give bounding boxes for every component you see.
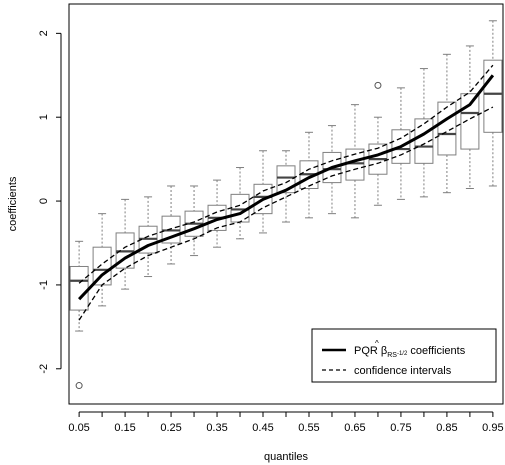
legend-entry-hat: ^ — [375, 339, 379, 348]
x-tick-label: 0.75 — [390, 422, 411, 434]
legend-entry-suffix: coefficients — [407, 345, 465, 357]
y-tick-label: -2 — [38, 364, 50, 374]
x-axis-label: quantiles — [264, 451, 309, 463]
x-axis: 0.05 0.15 0.25 0.35 0.45 0.55 0.65 0.75 0.85 0.95 — [68, 411, 504, 434]
lines-layer — [78, 64, 495, 321]
x-tick-label: 0.45 — [252, 422, 273, 434]
box-0.50 — [276, 150, 296, 223]
box-0.40 — [230, 167, 250, 240]
box-iqr — [460, 93, 480, 150]
box-0.70 — [368, 81, 388, 206]
y-axis-label: coefficients — [7, 176, 19, 231]
legend-entry-prefix: PQR — [354, 345, 381, 357]
box-0.30 — [184, 185, 204, 257]
legend-entry-coefficients: PQR βRS-1/2 coefficients — [354, 345, 466, 359]
legend-box — [311, 328, 497, 383]
legend-entry-confidence: confidence intervals — [354, 365, 452, 377]
x-tick-label: 0.95 — [482, 422, 503, 434]
x-tick-label: 0.25 — [160, 422, 181, 434]
x-tick-label: 0.15 — [114, 422, 135, 434]
box-iqr — [92, 246, 112, 286]
legend-entry-sup: -1/2 — [397, 351, 408, 357]
box-0.95 — [483, 20, 503, 187]
series-line-ci-upper — [78, 64, 494, 284]
box-0.05 — [69, 240, 89, 390]
series-line-coefficients — [78, 74, 495, 301]
box-iqr — [276, 165, 296, 194]
plot-frame — [68, 3, 504, 405]
x-tick-label: 0.55 — [298, 422, 319, 434]
x-tick-label: 0.35 — [206, 422, 227, 434]
box-0.10 — [92, 213, 112, 307]
y-tick-label: 2 — [38, 30, 50, 36]
box-0.25 — [161, 185, 181, 265]
outlier-point — [75, 382, 83, 390]
box-0.35 — [207, 179, 227, 248]
box-iqr — [483, 59, 503, 133]
outlier-point — [374, 81, 382, 89]
legend-entry-beta: β — [381, 345, 387, 357]
x-tick-label: 0.65 — [344, 422, 365, 434]
y-tick-label: 1 — [38, 114, 50, 120]
x-tick-label: 0.05 — [68, 422, 89, 434]
y-axis: -2 -1 0 1 2 — [38, 30, 62, 374]
series-line-ci-lower — [78, 106, 494, 321]
legend-entry-sub: RS — [387, 352, 397, 359]
legend: PQR βRS-1/2 coefficients ^ confidence in… — [311, 328, 497, 383]
x-tick-label: 0.85 — [436, 422, 457, 434]
box-0.45 — [253, 150, 273, 234]
box-iqr — [69, 265, 89, 311]
y-tick-label: 0 — [38, 198, 50, 204]
y-tick-label: -1 — [38, 280, 50, 290]
box-0.90 — [460, 45, 480, 189]
